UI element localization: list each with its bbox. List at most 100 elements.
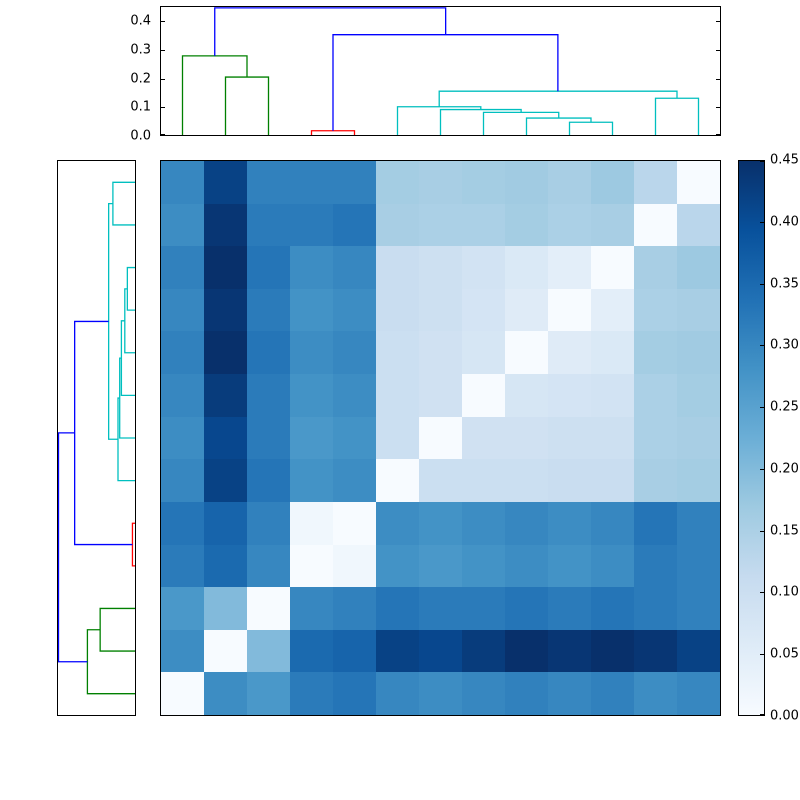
- heatmap-cell: [204, 544, 247, 588]
- heatmap-cell: [204, 672, 247, 715]
- dendrogram-link-red: [310, 130, 356, 135]
- heatmap-cell: [677, 544, 720, 588]
- heatmap-cell: [677, 331, 720, 375]
- colorbar-tick-label: 0.15: [770, 523, 799, 539]
- dendrogram-link-blue: [332, 34, 559, 131]
- heatmap-cell: [376, 629, 419, 673]
- heatmap-cell: [204, 459, 247, 502]
- colorbar-tick-mark: [760, 407, 764, 409]
- heatmap-cell: [333, 288, 376, 332]
- heatmap-cell: [634, 629, 677, 673]
- heatmap-cell: [247, 246, 290, 289]
- heatmap-cell: [376, 374, 419, 417]
- heatmap-cell: [419, 203, 462, 247]
- heatmap-cell: [290, 544, 333, 588]
- heatmap-cell: [462, 672, 505, 715]
- heatmap-cell: [548, 501, 591, 545]
- heatmap-cell: [161, 331, 204, 375]
- top-axis-tick-mark: [161, 107, 165, 109]
- heatmap-cell: [591, 203, 634, 247]
- top-axis-tick-label: 0.2: [130, 71, 151, 87]
- colorbar-tick-mark: [760, 221, 764, 223]
- heatmap-cell: [462, 587, 505, 630]
- dendrogram-link-cyan: [525, 117, 592, 135]
- heatmap-cell: [333, 374, 376, 417]
- top-axis-tick-mark: [161, 21, 165, 23]
- dendrogram-link-green: [99, 607, 135, 652]
- colorbar-tick-mark: [760, 530, 764, 532]
- heatmap-cell: [462, 246, 505, 289]
- heatmap-cell: [204, 629, 247, 673]
- heatmap-cell: [462, 374, 505, 417]
- heatmap-cell: [462, 331, 505, 375]
- heatmap-cell: [462, 544, 505, 588]
- heatmap-cell: [677, 203, 720, 247]
- heatmap-cell: [376, 501, 419, 545]
- heatmap-cell: [634, 459, 677, 502]
- colorbar-tick-label: 0.10: [770, 584, 799, 600]
- heatmap-cell: [591, 288, 634, 332]
- heatmap-cell: [677, 459, 720, 502]
- heatmap-cell: [505, 331, 548, 375]
- top-axis-tick-mark: [716, 49, 720, 51]
- top-axis-tick-label: 0.0: [130, 128, 151, 144]
- heatmap-cell: [376, 203, 419, 247]
- heatmap-cell: [247, 544, 290, 588]
- heatmap-cell: [462, 416, 505, 460]
- heatmap-cell: [419, 161, 462, 204]
- heatmap-cell: [290, 288, 333, 332]
- dendrogram-link-cyan: [396, 106, 482, 135]
- heatmap-cell: [548, 629, 591, 673]
- heatmap-cell: [247, 672, 290, 715]
- heatmap-cell: [247, 629, 290, 673]
- heatmap-cell: [505, 672, 548, 715]
- heatmap-cell: [505, 544, 548, 588]
- heatmap-cell: [376, 416, 419, 460]
- heatmap-cell: [247, 161, 290, 204]
- heatmap-cell: [161, 544, 204, 588]
- heatmap-cell: [505, 416, 548, 460]
- heatmap-cell: [591, 374, 634, 417]
- left-dendrogram-panel: [57, 160, 136, 716]
- dendrogram-link-cyan: [568, 121, 614, 135]
- heatmap-cell: [634, 416, 677, 460]
- heatmap-cell: [376, 544, 419, 588]
- heatmap-cell: [290, 416, 333, 460]
- heatmap-cell: [548, 544, 591, 588]
- heatmap-cell: [419, 501, 462, 545]
- heatmap-cell: [161, 203, 204, 247]
- heatmap-cell: [333, 544, 376, 588]
- heatmap-cell: [161, 587, 204, 630]
- heatmap-cell: [161, 288, 204, 332]
- heatmap-cell: [161, 459, 204, 502]
- heatmap-cell: [505, 587, 548, 630]
- top-axis-tick-mark: [716, 21, 720, 23]
- heatmap-cell: [204, 161, 247, 204]
- top-axis-tick-mark: [161, 49, 165, 51]
- dendrogram-link-cyan: [438, 90, 678, 107]
- heatmap-cell: [419, 374, 462, 417]
- heatmap-cell: [591, 544, 634, 588]
- heatmap-cell: [677, 672, 720, 715]
- heatmap-cell: [290, 501, 333, 545]
- heatmap-cell: [591, 501, 634, 545]
- heatmap-cell: [376, 587, 419, 630]
- heatmap-cell: [333, 459, 376, 502]
- heatmap-cell: [333, 672, 376, 715]
- heatmap-cell: [161, 501, 204, 545]
- dendrogram-link-cyan: [482, 111, 560, 135]
- top-axis-tick-mark: [716, 107, 720, 109]
- heatmap-cell: [677, 416, 720, 460]
- colorbar-tick-label: 0.40: [770, 214, 799, 230]
- heatmap-cell: [591, 672, 634, 715]
- heatmap-cell: [247, 501, 290, 545]
- top-axis-tick-mark: [716, 134, 720, 135]
- heatmap-cell: [634, 203, 677, 247]
- heatmap-cell: [333, 629, 376, 673]
- heatmap-cell: [591, 629, 634, 673]
- heatmap-cell: [548, 246, 591, 289]
- heatmap-cell: [677, 587, 720, 630]
- heatmap-cell: [161, 629, 204, 673]
- heatmap-cell: [161, 672, 204, 715]
- colorbar-gradient: [739, 161, 764, 715]
